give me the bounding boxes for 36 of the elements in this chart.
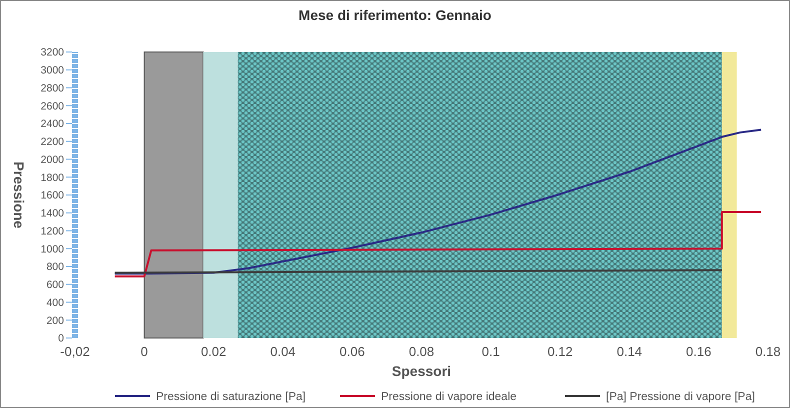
y-tick-label: 2400 [40, 118, 64, 130]
x-tick-label: 0.16 [686, 344, 712, 359]
y-tick-label: 2600 [40, 100, 64, 112]
y-tick-label: 2200 [40, 136, 64, 148]
y-tick-label: 0 [58, 332, 64, 345]
legend-label: Pressione di vapore ideale [381, 391, 517, 404]
x-tick-label: 0.04 [270, 344, 296, 359]
y-tick-label: 1000 [40, 243, 64, 256]
y-tick-label: 400 [46, 296, 64, 309]
y-tick-label: 3000 [40, 64, 64, 77]
y-tick-label: 1200 [40, 225, 64, 238]
legend-label: [Pa] Pressione di vapore [Pa] [606, 391, 755, 404]
x-tick-label: 0.02 [200, 344, 226, 359]
y-tick-label: 1600 [40, 190, 64, 202]
y-axis-title: Pressione [11, 162, 27, 229]
legend-label: Pressione di saturazione [Pa] [156, 391, 306, 404]
x-axis-title: Spessori [392, 363, 452, 379]
y-tick-label: 600 [46, 279, 64, 292]
x-tick-label: 0 [140, 344, 148, 359]
x-tick-label: 0.12 [547, 344, 573, 359]
y-tick-label: 3200 [40, 46, 64, 59]
y-tick-label: 1800 [40, 172, 64, 184]
y-tick-label: 200 [46, 314, 64, 327]
y-tick-label: 1400 [40, 208, 64, 220]
line-series [114, 210, 762, 278]
y-tick-label: 800 [46, 261, 64, 274]
y-tick-label: 2800 [40, 82, 64, 94]
x-tick-label: 0.14 [616, 344, 642, 359]
x-tick-label: -0,02 [60, 344, 90, 359]
x-tick-label: 0.18 [755, 344, 781, 359]
chart-title: Mese di riferimento: Gennaio [298, 7, 492, 23]
line-series [114, 128, 762, 275]
x-tick-label: 0.06 [340, 344, 365, 359]
y-tick-label: 2000 [40, 154, 64, 166]
x-tick-label: 0.08 [408, 344, 434, 359]
x-tick-label: 0.1 [482, 344, 500, 359]
